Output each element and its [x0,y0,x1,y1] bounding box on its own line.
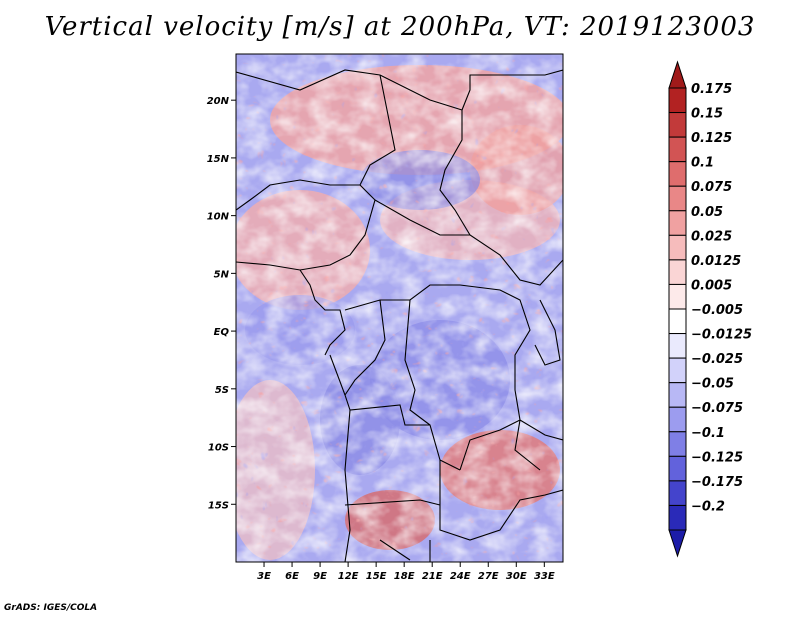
lon-tick-label: 9E [313,571,327,582]
lat-tick-label: 5S [215,385,229,396]
colorbar-swatch [668,234,687,261]
lat-tick-label: 5N [214,269,230,280]
lon-tick-label: 33E [534,571,555,582]
colorbar-bottom-triangle [668,529,687,558]
colorbar-label: 0.0125 [691,254,741,269]
colorbar-label: 0.075 [691,180,732,195]
colorbar-label: 0.005 [691,278,732,293]
colorbar-label: −0.1 [691,426,725,441]
colorbar-swatch [668,185,687,212]
colorbar-label: −0.025 [691,352,743,367]
colorbar-swatch [668,112,687,138]
colorbar-swatch [668,382,687,408]
colorbar-swatch [668,480,687,506]
colorbar-label: −0.0125 [691,328,752,343]
colorbar-swatch [668,357,687,384]
map-axes: 3E 6E 9E 12E 15E 18E 21E 24E 27E 30E 33E 20N 15N 10N 5… [207,96,555,582]
colorbar-swatch [668,333,687,359]
lon-tick-label: 21E [422,571,443,582]
lon-tick-label: 18E [394,571,415,582]
lon-tick-label: 27E [478,571,499,582]
colorbar-swatch [668,455,687,482]
colorbar-swatch [668,161,687,187]
lat-tick-label: 20N [207,96,230,107]
lon-tick-label: 6E [285,571,299,582]
chart-title: Vertical velocity [m/s] at 200hPa, VT: 2… [44,12,756,42]
lon-tick-label: 3E [257,571,271,582]
colorbar-label: 0.125 [691,131,732,146]
grads-credit: GrADS: IGES/COLA [4,603,98,613]
lat-tick-label: EQ [214,327,230,338]
colorbar-label: 0.15 [691,107,723,122]
colorbar-swatch [668,308,687,335]
lon-tick-label: 15E [366,571,387,582]
colorbar-swatch [668,504,687,531]
colorbar-label: −0.2 [691,499,725,514]
colorbar-swatch [668,87,687,114]
colorbar-label: −0.005 [691,303,743,318]
colorbar-swatch [668,283,687,310]
lon-tick-label: 30E [506,571,527,582]
colorbar-swatch [668,431,687,457]
colorbar-label: −0.175 [691,475,743,490]
colorbar-label: −0.125 [691,450,743,465]
colorbar-swatch [668,406,687,433]
lat-tick-label: 15N [207,154,230,165]
colorbar-top-triangle [668,60,687,89]
lat-tick-label: 15S [208,500,229,511]
colorbar-label: 0.05 [691,205,723,220]
colorbar-label: 0.1 [691,156,714,171]
colorbar-label: 0.025 [691,229,732,244]
colorbar-label: −0.075 [691,401,743,416]
vertical-velocity-field [236,54,563,562]
colorbar-swatch [668,259,687,285]
map-frame [235,53,564,563]
lon-tick-label: 24E [450,571,471,582]
lon-tick-label: 12E [338,571,359,582]
colorbar-swatch [668,136,687,163]
lat-tick-label: 10N [207,212,230,223]
colorbar-label: −0.05 [691,377,734,392]
colorbar-swatch [668,210,687,236]
colorbar: 0.175 0.15 0.125 0.1 0.075 0.05 0.025 0.0125 0.0… [668,60,752,558]
colorbar-label: 0.175 [691,82,732,97]
country-boundaries [236,69,563,562]
lat-tick-label: 10S [208,443,229,454]
